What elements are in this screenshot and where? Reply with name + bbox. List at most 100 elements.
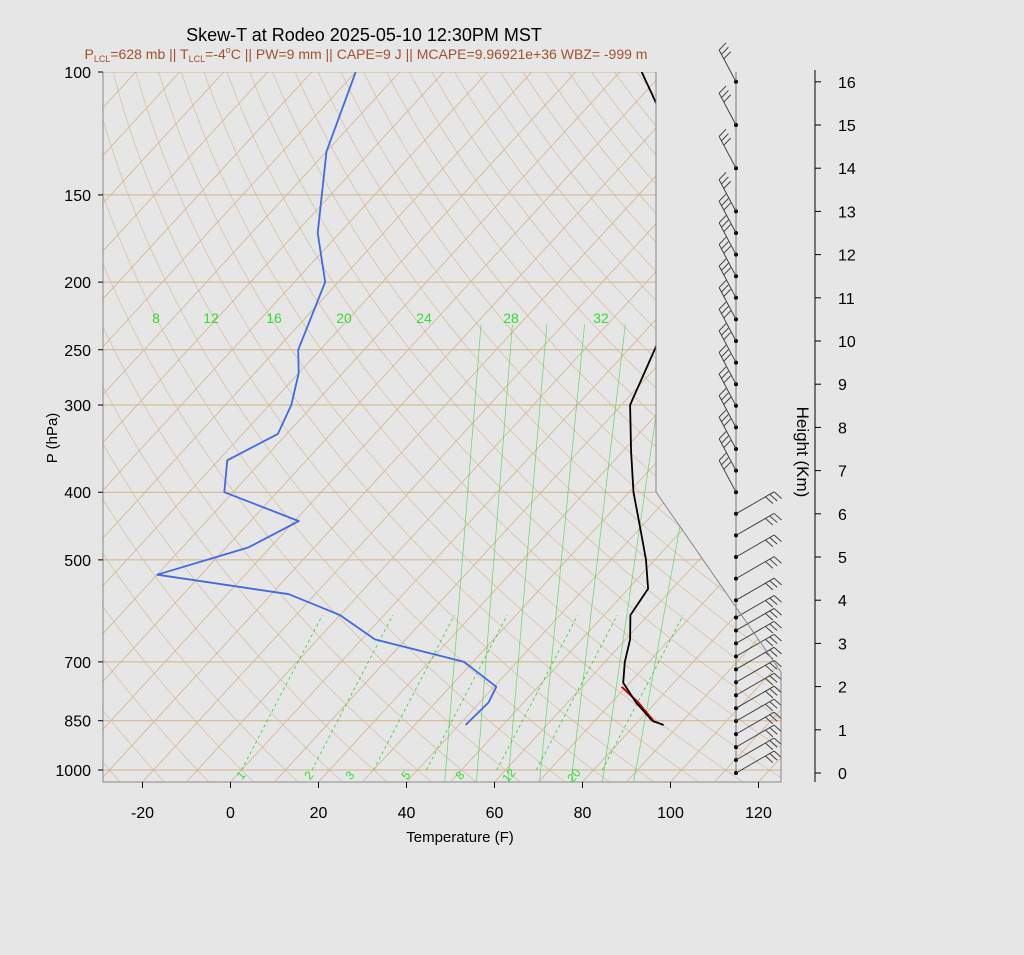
wind-barb xyxy=(736,660,774,682)
moist-adiabat-line xyxy=(571,325,626,785)
isotherm-line xyxy=(492,72,1024,785)
wind-barb-flag xyxy=(770,689,777,696)
wind-barb-flag xyxy=(724,95,731,102)
wind-barb-flag xyxy=(765,600,772,607)
wind-barb-flag xyxy=(719,432,726,439)
x-tick-label: 40 xyxy=(398,805,416,822)
isotherm-line xyxy=(0,72,532,785)
isotherm-line xyxy=(976,72,1024,785)
wind-barb xyxy=(736,725,774,747)
wind-barb-flag xyxy=(770,637,777,644)
dry-adiabat-line xyxy=(295,72,1015,785)
wind-barb xyxy=(736,647,774,669)
isotherm-line xyxy=(316,72,972,785)
isotherm-line xyxy=(404,72,1024,785)
wind-barb-flag xyxy=(765,704,772,711)
dry-adiabat-line xyxy=(409,72,1024,785)
wind-barb-flag xyxy=(774,725,781,732)
wind-barb-flag xyxy=(724,440,731,447)
wind-barb-flag xyxy=(774,535,781,542)
p-tick-label: 200 xyxy=(64,275,91,292)
height-tick-label: 11 xyxy=(838,291,855,308)
height-tick-label: 2 xyxy=(838,680,847,697)
wind-barb-flag xyxy=(770,611,777,618)
wind-barb-flag xyxy=(765,562,772,569)
wind-barb-flag xyxy=(774,686,781,693)
wind-barb-flag xyxy=(724,332,731,339)
x-tick-label: 20 xyxy=(310,805,328,822)
wind-barb-flag xyxy=(719,172,726,179)
height-tick-label: 0 xyxy=(838,766,847,783)
wind-barb-flag xyxy=(774,608,781,615)
moist-adiabat-line xyxy=(476,325,512,785)
moist-adiabat-line xyxy=(508,325,547,785)
dry-adiabat-line xyxy=(272,72,970,785)
height-tick-label: 15 xyxy=(838,118,856,135)
moist-adiabat-line xyxy=(539,325,584,785)
wind-barb-flag xyxy=(770,741,777,748)
wind-barb-flag xyxy=(774,513,781,520)
wind-barb-flag xyxy=(721,47,728,54)
wind-barb-flag xyxy=(721,177,728,184)
isotherm-line xyxy=(1020,72,1024,785)
wind-barb-flag xyxy=(719,367,726,374)
isotherm-line xyxy=(0,72,180,785)
height-tick-label: 1 xyxy=(838,723,847,740)
isotherm-line xyxy=(0,72,4,785)
wind-barb xyxy=(736,557,774,579)
wind-barb xyxy=(736,673,774,695)
wind-barb-flag xyxy=(719,237,726,244)
height-tick-label: 13 xyxy=(838,204,856,221)
x-tick-label: -20 xyxy=(131,805,154,822)
isotherm-line xyxy=(8,72,664,785)
wind-barb-flag xyxy=(724,289,731,296)
dry-adiabat-line xyxy=(68,72,569,785)
wind-barb-flag xyxy=(724,419,731,426)
wind-barb-flag xyxy=(765,518,772,525)
wind-barb-flag xyxy=(770,754,777,761)
wind-barb-flag xyxy=(774,578,781,585)
wind-barb-flag xyxy=(770,559,777,566)
x-axis-label: Temperature (F) xyxy=(406,829,514,846)
isotherm-line xyxy=(712,72,1024,785)
wind-barb-flag xyxy=(721,306,728,313)
mixing-ratio-line xyxy=(312,615,393,770)
wind-barb-flag xyxy=(774,595,781,602)
moist-adiabat-label: 20 xyxy=(336,310,352,326)
wind-barb-flag xyxy=(719,194,726,201)
wind-barb-flag xyxy=(724,462,731,469)
isotherm-line xyxy=(888,72,1024,785)
dry-adiabat-line xyxy=(22,72,480,785)
wind-barb xyxy=(736,608,774,630)
dry-adiabat-line xyxy=(0,72,78,785)
height-tick-label: 10 xyxy=(838,334,856,351)
wind-barb-flag xyxy=(765,613,772,620)
dry-adiabat-line xyxy=(0,72,435,785)
height-axis-label: Height (Km) xyxy=(793,407,812,498)
isotherm-line xyxy=(800,72,1024,785)
dry-adiabat-line xyxy=(90,72,613,785)
p-tick-label: 850 xyxy=(64,714,91,731)
dry-adiabat-line xyxy=(364,72,1024,785)
p-tick-label: 100 xyxy=(64,65,91,82)
dry-adiabat-line xyxy=(0,72,167,785)
p-tick-label: 1000 xyxy=(55,763,91,780)
height-tick-label: 12 xyxy=(838,248,856,265)
wind-barb-flag xyxy=(719,86,726,93)
wind-barb-flag xyxy=(724,397,731,404)
wind-barb-flag xyxy=(721,285,728,292)
dry-adiabat-line xyxy=(523,72,1024,785)
wind-barb xyxy=(736,686,774,708)
wind-barb-flag xyxy=(774,621,781,628)
wind-barb-flag xyxy=(719,216,726,223)
y-axis-label: P (hPa) xyxy=(44,413,61,464)
p-tick-label: 400 xyxy=(64,485,91,502)
wind-barb-flag xyxy=(770,663,777,670)
height-tick-label: 6 xyxy=(838,507,847,524)
dry-adiabat-line xyxy=(637,72,1024,785)
dry-adiabat-line xyxy=(0,72,123,785)
height-tick-label: 16 xyxy=(838,75,856,92)
height-tick-label: 7 xyxy=(838,464,847,481)
wind-barb-flag xyxy=(765,540,772,547)
dry-adiabat-line xyxy=(227,72,881,785)
